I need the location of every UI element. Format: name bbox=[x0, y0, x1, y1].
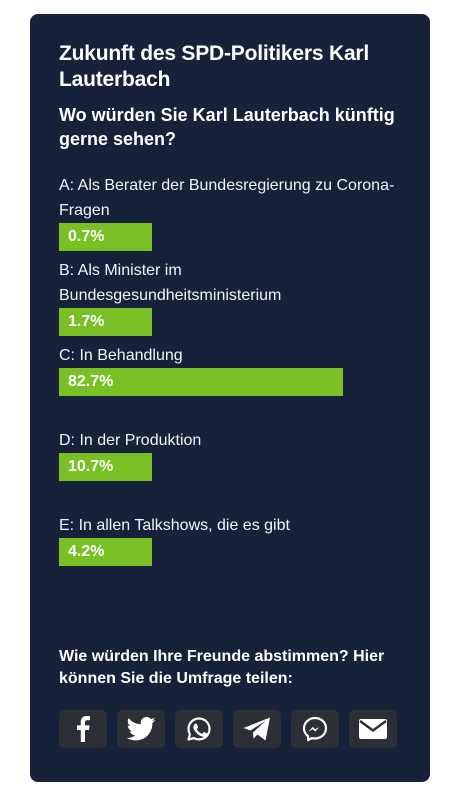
result-bar-track: 10.7% bbox=[59, 453, 402, 481]
option-label: A: Als Berater der Bundesregierung zu Co… bbox=[59, 177, 395, 219]
share-facebook-button[interactable] bbox=[59, 710, 107, 748]
result-bar bbox=[59, 368, 343, 396]
option-label: C: In Behandlung bbox=[59, 347, 183, 364]
poll-option-a: A: Als Berater der Bundesregierung zu Co… bbox=[59, 173, 402, 258]
result-percent: 1.7% bbox=[68, 313, 105, 330]
result-percent: 0.7% bbox=[68, 228, 105, 245]
result-percent: 82.7% bbox=[68, 373, 114, 390]
result-bar bbox=[59, 538, 152, 566]
option-label: D: In der Produktion bbox=[59, 432, 202, 449]
twitter-icon bbox=[126, 717, 156, 741]
result-bar-track: 0.7% bbox=[59, 223, 402, 251]
result-percent: 4.2% bbox=[68, 543, 105, 560]
poll-option-e: E: In allen Talkshows, die es gibt 4.2% bbox=[59, 513, 402, 598]
result-bar bbox=[59, 223, 152, 251]
facebook-icon bbox=[76, 716, 90, 742]
email-icon bbox=[358, 718, 388, 740]
poll-card: Zukunft des SPD-Politikers Karl Lauterba… bbox=[30, 14, 430, 782]
result-bar-track: 4.2% bbox=[59, 538, 402, 566]
poll-option-c: C: In Behandlung 82.7% bbox=[59, 343, 402, 428]
result-percent: 10.7% bbox=[68, 458, 114, 475]
result-bar-track: 1.7% bbox=[59, 308, 402, 336]
messenger-icon bbox=[302, 716, 328, 742]
telegram-icon bbox=[242, 716, 272, 742]
poll-option-d: D: In der Produktion 10.7% bbox=[59, 428, 402, 513]
result-bar-track: 82.7% bbox=[59, 368, 402, 396]
result-bar bbox=[59, 308, 152, 336]
share-twitter-button[interactable] bbox=[117, 710, 165, 748]
option-label: B: Als Minister im Bundesgesundheitsmini… bbox=[59, 262, 282, 304]
poll-option-b: B: Als Minister im Bundesgesundheitsmini… bbox=[59, 258, 402, 343]
share-messenger-button[interactable] bbox=[291, 710, 339, 748]
share-email-button[interactable] bbox=[349, 710, 397, 748]
share-telegram-button[interactable] bbox=[233, 710, 281, 748]
result-bar bbox=[59, 453, 152, 481]
poll-options: A: Als Berater der Bundesregierung zu Co… bbox=[59, 173, 402, 598]
share-buttons bbox=[59, 710, 397, 748]
share-prompt: Wie würden Ihre Freunde abstimmen? Hier … bbox=[59, 648, 385, 687]
share-whatsapp-button[interactable] bbox=[175, 710, 223, 748]
whatsapp-icon bbox=[186, 716, 212, 742]
poll-question: Wo würden Sie Karl Lauterbach künftig ge… bbox=[59, 105, 395, 149]
poll-title: Zukunft des SPD-Politikers Karl Lauterba… bbox=[59, 42, 370, 91]
option-label: E: In allen Talkshows, die es gibt bbox=[59, 517, 290, 534]
